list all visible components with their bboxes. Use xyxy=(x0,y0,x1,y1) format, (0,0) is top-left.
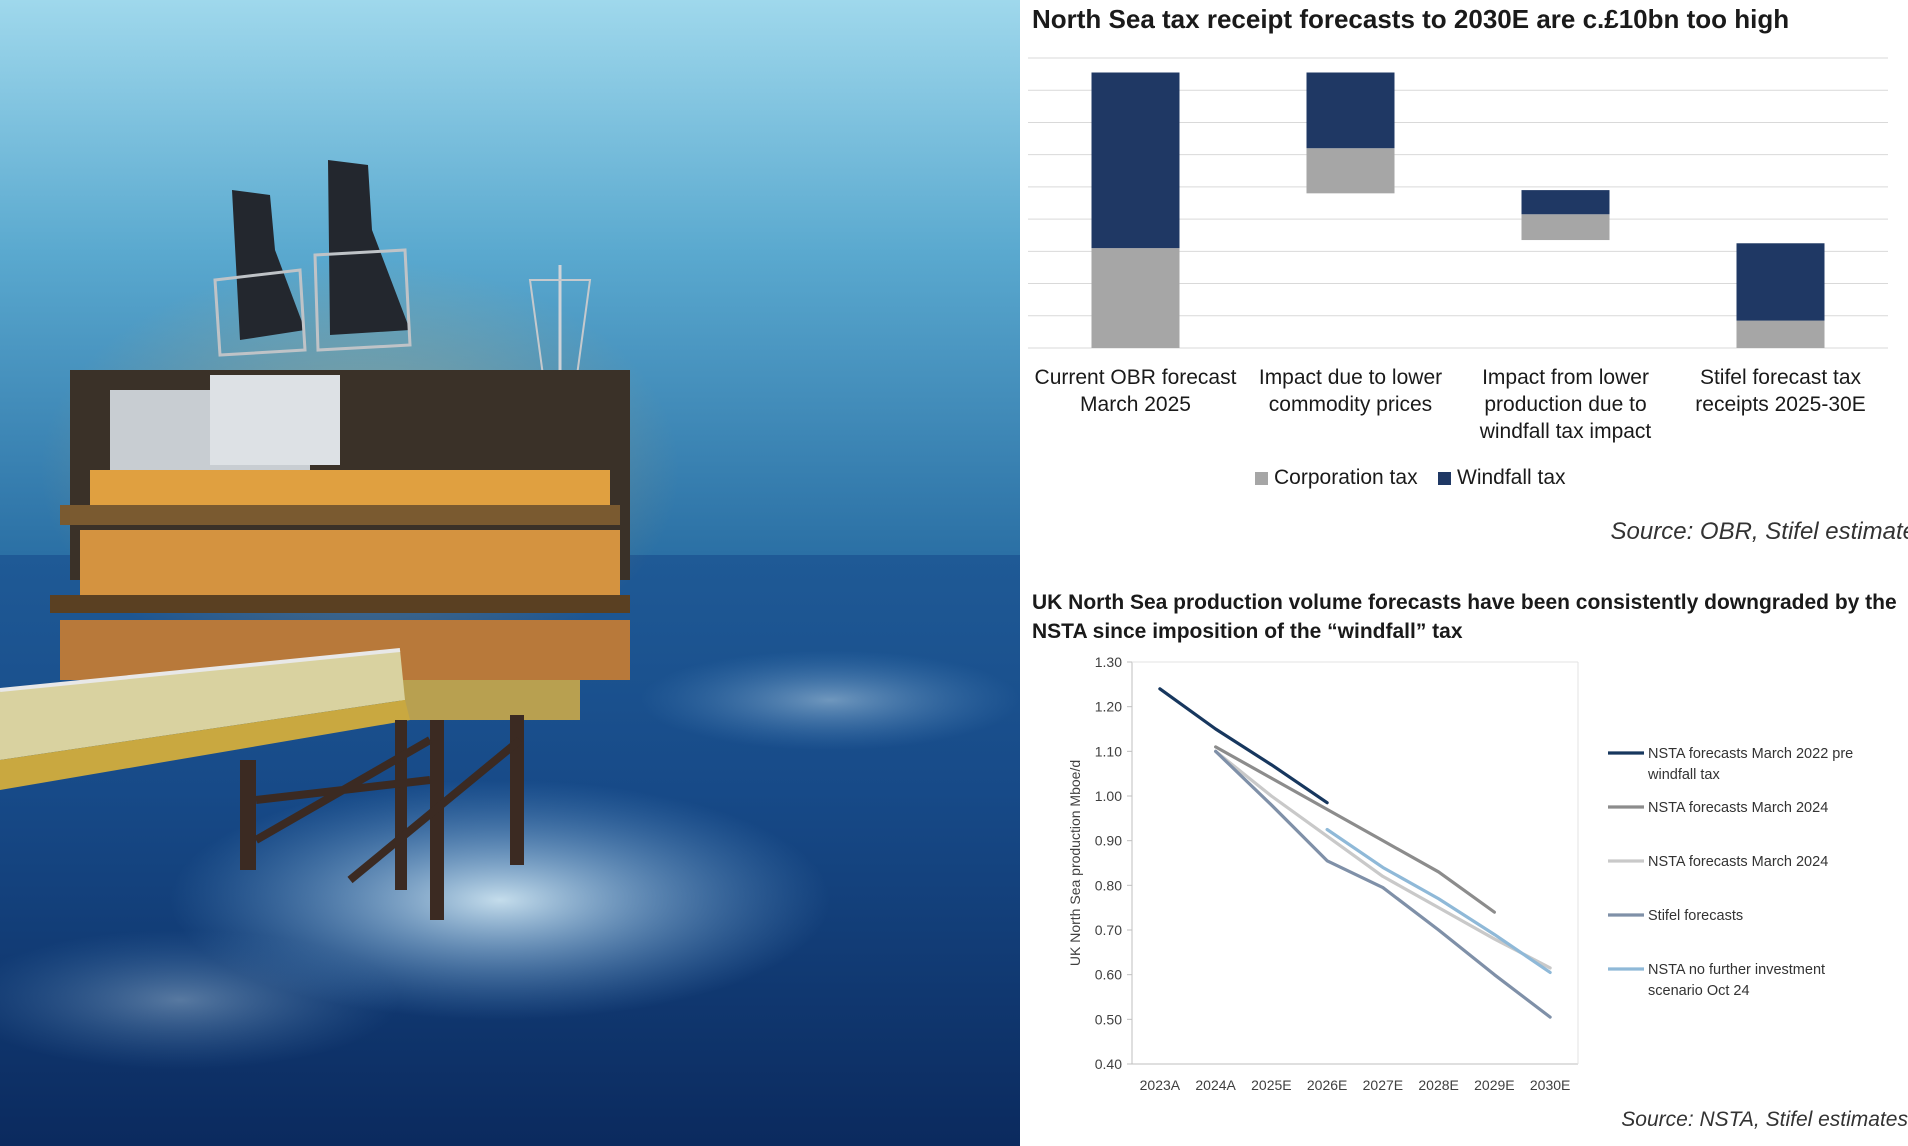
legend-label: windfall tax xyxy=(1647,767,1720,783)
bar-4-windfall-tax xyxy=(1736,243,1825,321)
waterfall-chart-title: North Sea tax receipt forecasts to 2030E… xyxy=(1032,4,1790,34)
y-tick-label: 1.10 xyxy=(1095,743,1122,759)
y-tick-label: 1.20 xyxy=(1095,699,1122,715)
series-line-2 xyxy=(1214,745,1496,914)
legend-label: NSTA forecasts March 2024 xyxy=(1648,800,1828,816)
legend-label: Corporation tax xyxy=(1274,466,1418,489)
bar-1-corporation-tax xyxy=(1091,248,1180,348)
legend-label: scenario Oct 24 xyxy=(1648,983,1750,999)
line-chart: 0.40 0.50 0.60 0.70 0.80 0.90 1.00 1.10 1.20 1.30… xyxy=(1067,654,1853,1093)
legend-swatch xyxy=(1438,472,1451,485)
series-line-4 xyxy=(1214,749,1552,1019)
waterfall-chart-source: Source: OBR, Stifel estimates xyxy=(1610,518,1908,545)
category-label: Impact from lower xyxy=(1482,366,1649,389)
x-tick-label: 2028E xyxy=(1418,1077,1458,1093)
category-label: Current OBR forecast xyxy=(1035,366,1237,389)
y-tick-label: 1.00 xyxy=(1095,788,1122,804)
y-tick-label: 0.60 xyxy=(1095,967,1122,983)
bar-3-corporation-tax xyxy=(1521,214,1610,241)
x-tick-label: 2024A xyxy=(1195,1077,1236,1093)
legend-label: NSTA forecasts March 2024 xyxy=(1648,854,1828,870)
category-label: production due to xyxy=(1484,393,1646,416)
legend-label: Stifel forecasts xyxy=(1648,908,1743,924)
bar-2-windfall-tax xyxy=(1306,72,1395,149)
legend-label: NSTA forecasts March 2022 pre xyxy=(1648,746,1853,762)
y-tick-label: 0.90 xyxy=(1095,833,1122,849)
x-tick-label: 2029E xyxy=(1474,1077,1514,1093)
legend-label: Windfall tax xyxy=(1457,466,1566,489)
y-tick-label: 0.70 xyxy=(1095,922,1122,938)
category-label: March 2025 xyxy=(1080,393,1191,416)
category-label: Stifel forecast tax xyxy=(1700,366,1862,389)
category-label: windfall tax impact xyxy=(1479,420,1652,443)
category-label: Impact due to lower xyxy=(1259,366,1442,389)
category-label: receipts 2025-30E xyxy=(1695,393,1865,416)
bar-2-corporation-tax xyxy=(1306,148,1395,194)
series-line-3 xyxy=(1214,749,1552,970)
legend-label: NSTA no further investment xyxy=(1648,962,1825,978)
series-line-1 xyxy=(1158,687,1329,805)
x-tick-label: 2025E xyxy=(1251,1077,1291,1093)
y-tick-label: 0.40 xyxy=(1095,1056,1122,1072)
category-label: commodity prices xyxy=(1269,393,1432,416)
y-tick-label: 0.50 xyxy=(1095,1011,1122,1027)
waterfall-chart: Current OBR forecast March 2025 Impact due… xyxy=(1028,57,1888,489)
y-tick-label: 0.80 xyxy=(1095,877,1122,893)
y-axis-label: UK North Sea production Mboe/d xyxy=(1067,760,1083,966)
oil-platform-photo xyxy=(0,0,1020,1146)
x-tick-label: 2030E xyxy=(1530,1077,1570,1093)
y-tick-label: 1.30 xyxy=(1095,654,1122,670)
line-chart-title: UK North Sea production volume forecasts… xyxy=(1032,591,1897,643)
x-tick-label: 2027E xyxy=(1363,1077,1403,1093)
legend-swatch xyxy=(1255,472,1268,485)
bar-4-corporation-tax xyxy=(1736,320,1825,348)
bar-1-windfall-tax xyxy=(1091,72,1180,249)
x-tick-label: 2023A xyxy=(1140,1077,1181,1093)
bar-3-windfall-tax xyxy=(1521,190,1610,215)
x-tick-label: 2026E xyxy=(1307,1077,1347,1093)
charts-panel: North Sea tax receipt forecasts to 2030E… xyxy=(1020,0,1908,1146)
line-chart-source: Source: NSTA, Stifel estimates xyxy=(1621,1108,1908,1131)
series-line-5 xyxy=(1325,827,1552,975)
